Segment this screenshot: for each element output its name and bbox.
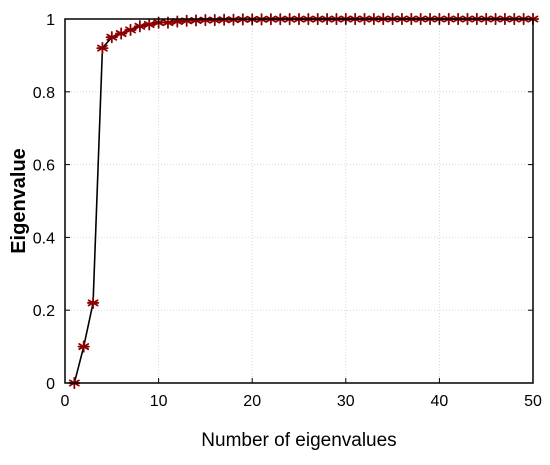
- data-point-marker: [143, 18, 156, 31]
- y-tick-label: 0.4: [33, 230, 55, 247]
- y-tick-label: 1: [46, 12, 55, 29]
- line-layer: [73, 18, 533, 384]
- data-point-marker: [96, 42, 109, 55]
- y-tick-label: 0.2: [33, 303, 55, 320]
- data-point-marker: [171, 15, 184, 28]
- x-tick-label: 10: [150, 393, 168, 410]
- x-tick-label: 20: [243, 393, 261, 410]
- data-point-marker: [133, 20, 146, 33]
- data-point-marker: [77, 340, 90, 353]
- y-tick-label: 0.6: [33, 158, 55, 175]
- data-point-marker: [124, 23, 137, 37]
- grid-layer: [65, 19, 533, 383]
- x-tick-label: 40: [431, 393, 449, 410]
- data-point-marker: [105, 31, 118, 44]
- x-tick-label: 0: [61, 393, 70, 410]
- x-tick-label: 30: [337, 393, 355, 410]
- y-tick-label: 0: [46, 376, 55, 393]
- series-line: [73, 18, 533, 384]
- x-tick-label: 50: [524, 393, 542, 410]
- y-tick-label: 0.8: [33, 85, 55, 102]
- data-point-marker: [86, 296, 100, 310]
- data-point-marker: [115, 27, 128, 40]
- plot-area-frame: [64, 18, 534, 384]
- x-axis-label: Number of eigenvalues: [201, 430, 396, 451]
- marker-layer: [68, 12, 540, 390]
- tick-layer: 0 10 20 30 40 50 0 0.2 0.4 0.6 0.8 1: [33, 12, 542, 410]
- y-axis-label: Eigenvalue: [8, 148, 30, 254]
